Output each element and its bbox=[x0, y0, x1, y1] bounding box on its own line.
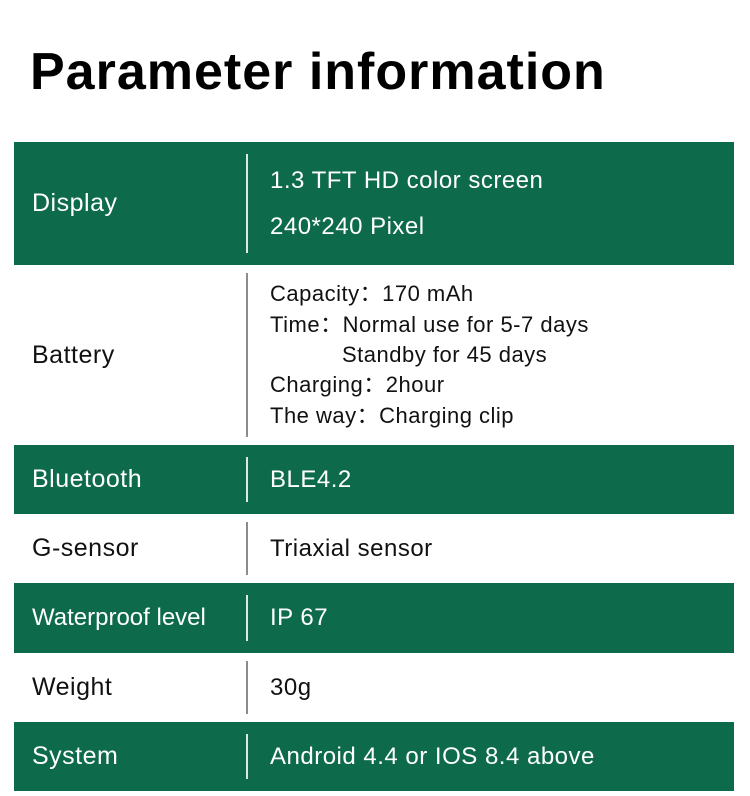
row-waterproof: Waterproof level IP 67 bbox=[14, 583, 734, 652]
label-weight: Weight bbox=[14, 653, 246, 722]
label-system: System bbox=[14, 722, 246, 791]
label-battery: Battery bbox=[14, 265, 246, 445]
value-gsensor: Triaxial sensor bbox=[248, 514, 734, 583]
label-bluetooth: Bluetooth bbox=[14, 445, 246, 514]
waterproof-value: IP 67 bbox=[270, 599, 724, 636]
row-weight: Weight 30g bbox=[14, 653, 734, 722]
display-line-2: 240*240 Pixel bbox=[270, 204, 724, 250]
gsensor-value: Triaxial sensor bbox=[270, 530, 724, 567]
value-weight: 30g bbox=[248, 653, 734, 722]
battery-line-1: Capacity：170 mAh bbox=[270, 279, 724, 309]
bluetooth-value: BLE4.2 bbox=[270, 461, 724, 498]
value-battery: Capacity：170 mAh Time：Normal use for 5-7… bbox=[248, 265, 734, 445]
parameter-table: Display 1.3 TFT HD color screen 240*240 … bbox=[14, 142, 734, 791]
battery-line-5: The way：Charging clip bbox=[270, 401, 724, 431]
label-display: Display bbox=[14, 142, 246, 265]
system-value: Android 4.4 or IOS 8.4 above bbox=[270, 738, 724, 775]
battery-line-2: Time：Normal use for 5-7 days bbox=[270, 310, 724, 340]
label-gsensor: G-sensor bbox=[14, 514, 246, 583]
value-waterproof: IP 67 bbox=[248, 583, 734, 652]
value-bluetooth: BLE4.2 bbox=[248, 445, 734, 514]
battery-line-4: Charging：2hour bbox=[270, 370, 724, 400]
row-bluetooth: Bluetooth BLE4.2 bbox=[14, 445, 734, 514]
value-system: Android 4.4 or IOS 8.4 above bbox=[248, 722, 734, 791]
row-battery: Battery Capacity：170 mAh Time：Normal use… bbox=[14, 265, 734, 445]
display-line-1: 1.3 TFT HD color screen bbox=[270, 158, 724, 204]
row-gsensor: G-sensor Triaxial sensor bbox=[14, 514, 734, 583]
row-display: Display 1.3 TFT HD color screen 240*240 … bbox=[14, 142, 734, 265]
weight-value: 30g bbox=[270, 669, 724, 706]
row-system: System Android 4.4 or IOS 8.4 above bbox=[14, 722, 734, 791]
value-display: 1.3 TFT HD color screen 240*240 Pixel bbox=[248, 142, 734, 265]
page-title: Parameter information bbox=[0, 0, 750, 142]
label-waterproof: Waterproof level bbox=[14, 583, 246, 652]
battery-line-3: Standby for 45 days bbox=[270, 340, 724, 370]
